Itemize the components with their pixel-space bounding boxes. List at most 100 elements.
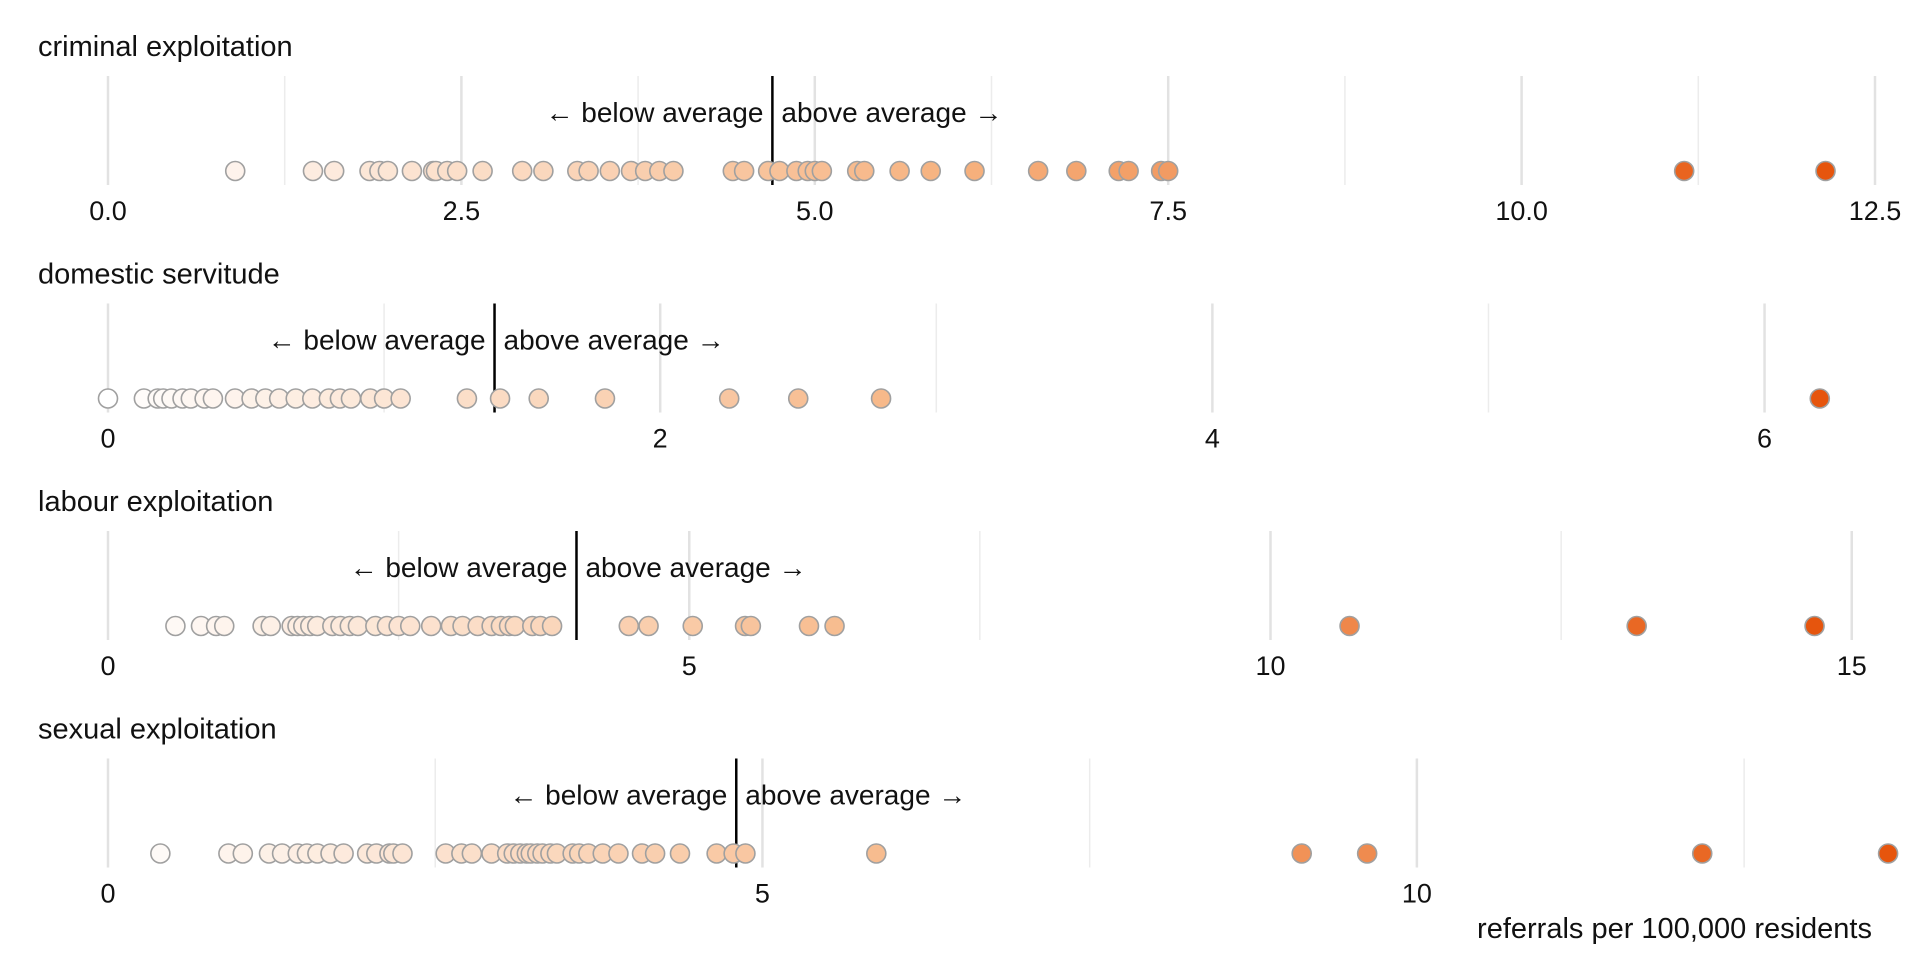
data-point (608, 843, 629, 864)
data-point (889, 160, 910, 182)
data-point (644, 843, 666, 864)
data-point (224, 160, 246, 182)
data-point (740, 615, 762, 637)
above-average-label: above average → (504, 325, 725, 356)
x-tick-label: 10 (1255, 651, 1285, 681)
data-point (733, 160, 755, 182)
data-point (663, 160, 684, 182)
data-point (769, 160, 790, 182)
below-average-label: ← below average (350, 552, 568, 583)
data-point (541, 615, 563, 637)
above-average-label: above average → (585, 552, 806, 583)
data-point (578, 160, 599, 182)
x-tick-label: 2.5 (443, 196, 481, 226)
x-tick-label: 5 (755, 879, 770, 909)
x-tick-label: 0 (100, 424, 115, 454)
data-point (472, 160, 493, 182)
data-point (456, 388, 478, 409)
data-point (377, 160, 399, 182)
data-point (340, 388, 362, 409)
data-point (213, 615, 235, 637)
data-point (798, 615, 820, 637)
data-point (401, 160, 423, 182)
x-tick-label: 5 (682, 651, 697, 681)
data-point (390, 388, 411, 409)
data-point (1027, 160, 1049, 182)
data-point (165, 615, 186, 637)
data-point (1877, 843, 1899, 864)
x-tick-label: 15 (1837, 651, 1867, 681)
data-point (489, 388, 511, 409)
data-point (323, 160, 345, 182)
below-average-label: ← below average (545, 97, 763, 128)
data-point (333, 843, 354, 864)
data-point (735, 843, 756, 864)
data-point (420, 615, 442, 637)
below-average-label: ← below average (509, 780, 727, 811)
data-point (533, 160, 554, 182)
data-point (150, 843, 171, 864)
data-point (1356, 843, 1378, 864)
x-tick-label: 12.5 (1849, 196, 1902, 226)
data-point (682, 615, 704, 637)
data-point (964, 160, 985, 182)
above-average-label: above average → (781, 97, 1002, 128)
data-point (1804, 615, 1825, 637)
x-tick-label: 4 (1205, 424, 1220, 454)
data-point (511, 160, 533, 182)
data-point (824, 615, 845, 637)
data-point (870, 388, 892, 409)
data-point (594, 388, 616, 409)
x-tick-label: 7.5 (1149, 196, 1187, 226)
data-point (920, 160, 942, 182)
x-tick-label: 0 (100, 651, 115, 681)
data-point (399, 615, 421, 637)
data-point (669, 843, 691, 864)
data-point (260, 615, 282, 637)
x-axis-label: referrals per 100,000 residents (1477, 913, 1872, 945)
data-point (787, 388, 809, 409)
below-average-label: ← below average (268, 325, 486, 356)
data-point (347, 615, 369, 637)
x-tick-label: 6 (1757, 424, 1772, 454)
x-tick-label: 0.0 (89, 196, 127, 226)
data-point (1626, 615, 1647, 637)
data-point (461, 843, 483, 864)
data-point (638, 615, 659, 637)
data-point (232, 843, 254, 864)
data-point (1673, 160, 1695, 182)
x-tick-label: 10.0 (1495, 196, 1548, 226)
data-point (302, 160, 324, 182)
data-point (202, 388, 224, 409)
data-point (706, 843, 727, 864)
above-average-label: above average → (745, 780, 966, 811)
data-point (853, 160, 875, 182)
x-tick-label: 10 (1402, 879, 1432, 909)
x-tick-label: 5.0 (796, 196, 834, 226)
data-point (446, 160, 468, 182)
data-point (504, 615, 526, 637)
data-point (811, 160, 833, 182)
data-point (599, 160, 621, 182)
data-point (528, 388, 550, 409)
panel-title: domestic servitude (38, 259, 280, 291)
x-tick-label: 0 (100, 879, 115, 909)
panel-title: sexual exploitation (38, 714, 277, 746)
data-point (1809, 388, 1831, 409)
panel-title: labour exploitation (38, 486, 273, 518)
data-point (1291, 843, 1313, 864)
data-point (97, 388, 119, 409)
data-point (1815, 160, 1836, 182)
data-point (1157, 160, 1179, 182)
data-point (1118, 160, 1139, 182)
data-point (1339, 615, 1360, 637)
data-point (1691, 843, 1713, 864)
data-point (1066, 160, 1087, 182)
data-point (866, 843, 887, 864)
x-tick-label: 2 (653, 424, 668, 454)
panel-title: criminal exploitation (38, 31, 293, 63)
data-point (618, 615, 640, 637)
data-point (392, 843, 413, 864)
data-point (718, 388, 740, 409)
